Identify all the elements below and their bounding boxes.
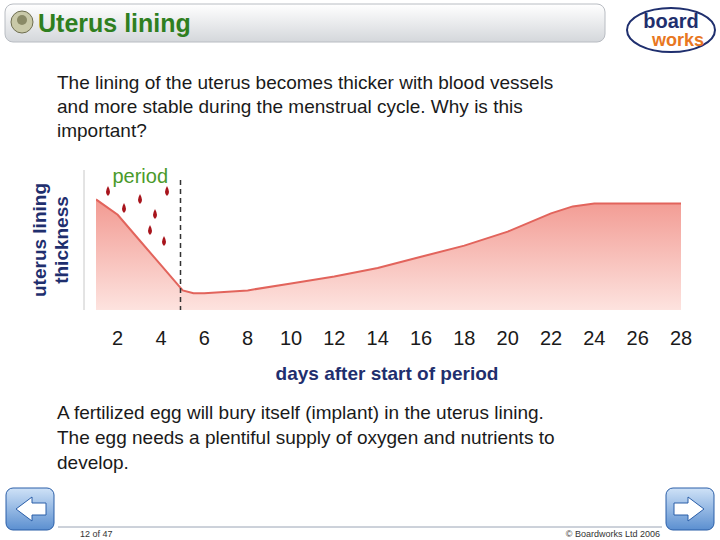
x-tick-label: 10	[280, 327, 302, 349]
title: Uterus lining	[38, 9, 191, 37]
slide: Uterus lining boardworks The lining of the…	[0, 0, 720, 540]
x-axis-title: days after start of period	[276, 363, 499, 384]
footer-line	[58, 527, 662, 528]
blood-drop	[138, 194, 142, 204]
y-axis	[84, 170, 85, 310]
logo	[627, 8, 715, 52]
y-axis-title-line: thickness	[51, 196, 72, 284]
title-bar	[5, 4, 605, 42]
note-text: develop.	[57, 452, 129, 473]
x-tick-label: 16	[410, 327, 432, 349]
title-icon	[11, 11, 33, 33]
question-text: The lining of the uterus becomes thicker…	[57, 72, 553, 93]
question-text: important?	[57, 120, 147, 141]
annotation: period	[112, 165, 168, 187]
plot	[96, 199, 681, 310]
blood-drop	[153, 209, 157, 219]
copyright: © Boardworks Ltd 2006	[566, 529, 660, 539]
blood-drop	[148, 225, 152, 235]
period-end-line	[180, 180, 182, 310]
area-line	[96, 199, 681, 293]
x-tick-label: 26	[627, 327, 649, 349]
nav-prev-arrow	[16, 497, 46, 521]
x-tick-label: 2	[112, 327, 123, 349]
logo-text: works	[651, 30, 704, 50]
logo-text: board	[643, 10, 699, 32]
nav-next-arrow	[674, 497, 704, 521]
note-text: The egg needs a plentiful supply of oxyg…	[57, 427, 555, 448]
x-tick-label: 20	[497, 327, 519, 349]
nav-next[interactable]	[666, 488, 714, 530]
x-tick-label: 28	[670, 327, 692, 349]
x-tick-label: 6	[199, 327, 210, 349]
blood-drop	[106, 186, 110, 196]
x-tick-label: 4	[155, 327, 166, 349]
blood-drop	[162, 236, 166, 246]
x-tick-label: 14	[367, 327, 389, 349]
page-number: 12 of 47	[80, 529, 113, 539]
x-tick-label: 24	[583, 327, 605, 349]
y-axis-title-line: uterus lining	[29, 183, 50, 297]
x-tick-label: 8	[242, 327, 253, 349]
x-tick-label: 22	[540, 327, 562, 349]
area-fill	[96, 199, 681, 310]
note-text: A fertilized egg will bury itself (impla…	[57, 402, 544, 423]
x-tick-label: 18	[453, 327, 475, 349]
blood-drop	[122, 203, 126, 213]
x-tick-label: 12	[323, 327, 345, 349]
question-text: and more stable during the menstrual cyc…	[57, 96, 523, 117]
title-icon	[17, 15, 27, 25]
blood-drop	[165, 186, 169, 196]
y-axis-title: uterus liningthickness	[29, 183, 72, 297]
nav-prev[interactable]	[6, 488, 54, 530]
